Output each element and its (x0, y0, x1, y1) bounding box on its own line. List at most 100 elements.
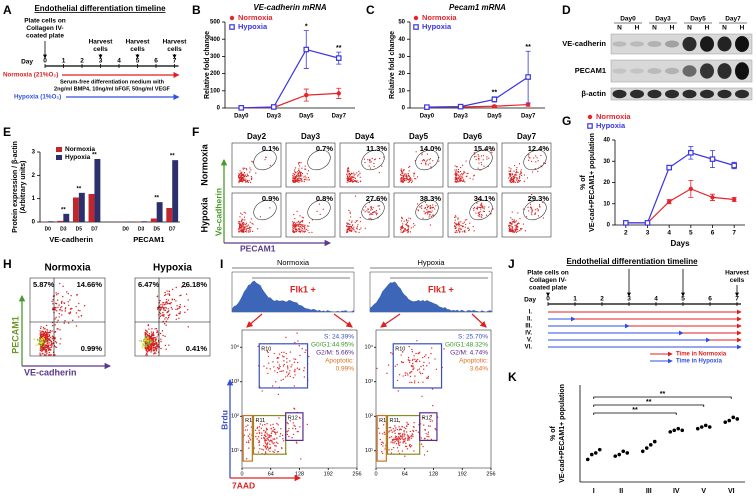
stat-label: G2/M: 5.66% (316, 350, 354, 357)
dot (288, 427, 290, 430)
x-tick-label: 0 (374, 471, 377, 477)
dot (482, 210, 484, 212)
dot (297, 174, 299, 177)
dot (513, 219, 515, 221)
dot (299, 229, 301, 231)
dot (349, 211, 351, 213)
dot (427, 431, 430, 433)
dot (286, 433, 289, 436)
dot (435, 205, 437, 207)
dot (520, 172, 522, 174)
dot (398, 426, 400, 428)
lane-condition: N (722, 25, 727, 32)
dot (514, 229, 516, 231)
data-point (617, 452, 622, 457)
dot (147, 335, 149, 338)
dot (159, 308, 162, 311)
dot (283, 363, 285, 366)
dot (544, 162, 547, 165)
significance: ** (170, 154, 175, 160)
dot (407, 423, 410, 426)
dot (460, 180, 462, 182)
dot (370, 161, 372, 163)
dot (77, 309, 80, 311)
dot (294, 368, 296, 371)
dot (423, 368, 425, 370)
dot (153, 338, 155, 341)
dot (269, 164, 271, 166)
data-point (304, 92, 309, 98)
dot (51, 325, 54, 327)
dot (274, 444, 276, 447)
dot (394, 440, 396, 443)
dot (431, 420, 434, 422)
dot (297, 340, 299, 342)
data-point (597, 447, 602, 452)
day-number: 5 (136, 58, 140, 65)
dot (243, 434, 246, 436)
gate (242, 414, 253, 462)
dot (241, 229, 243, 231)
dot (165, 307, 167, 309)
dot (301, 227, 303, 230)
dot (240, 226, 243, 228)
dot (349, 212, 351, 214)
dot (410, 435, 412, 438)
dot (295, 176, 297, 179)
dot (537, 170, 539, 172)
dot (427, 207, 429, 209)
dot (378, 432, 381, 434)
dot (455, 215, 457, 217)
dot (256, 438, 258, 440)
dot (246, 225, 248, 227)
dot (259, 423, 262, 425)
row-label: VI. (525, 345, 533, 351)
dot (459, 179, 461, 181)
dot (47, 345, 49, 347)
dot (422, 217, 424, 219)
dot (368, 211, 370, 213)
dot (513, 170, 515, 172)
dot (283, 355, 285, 358)
dot (463, 180, 465, 182)
y-axis-label: VE-cad+PECAM1+ population (589, 133, 596, 232)
dot (403, 440, 405, 442)
legend-swatch (56, 147, 62, 152)
dot (156, 330, 158, 332)
dot (404, 227, 406, 229)
dot (300, 220, 302, 222)
dot (294, 174, 296, 176)
dot (510, 227, 512, 229)
dot (467, 227, 469, 229)
dot (300, 162, 302, 164)
dot (247, 435, 249, 437)
dot (266, 367, 268, 369)
dot (354, 177, 356, 180)
dot (510, 217, 512, 219)
dot (169, 313, 171, 316)
dot (421, 372, 424, 375)
dot (537, 210, 539, 212)
dot (271, 440, 273, 442)
x-tick-label: II (619, 488, 623, 495)
dot (46, 351, 48, 353)
dot (483, 165, 485, 167)
dot (286, 357, 288, 360)
day-header: Day6 (463, 132, 483, 141)
dot (55, 316, 57, 319)
dot (356, 172, 358, 174)
dot (458, 176, 460, 178)
dot (156, 344, 159, 347)
dot (408, 175, 410, 177)
dot (417, 381, 420, 384)
condition-label: Normoxia (199, 143, 209, 186)
gate (361, 199, 385, 221)
x-tick-label: Day0 (420, 114, 435, 120)
significance: ** (632, 407, 638, 414)
dot (41, 338, 44, 341)
dot (409, 178, 412, 180)
dot (164, 318, 166, 320)
dot (407, 178, 409, 180)
dot (148, 334, 150, 337)
row-label: V. (527, 338, 532, 344)
